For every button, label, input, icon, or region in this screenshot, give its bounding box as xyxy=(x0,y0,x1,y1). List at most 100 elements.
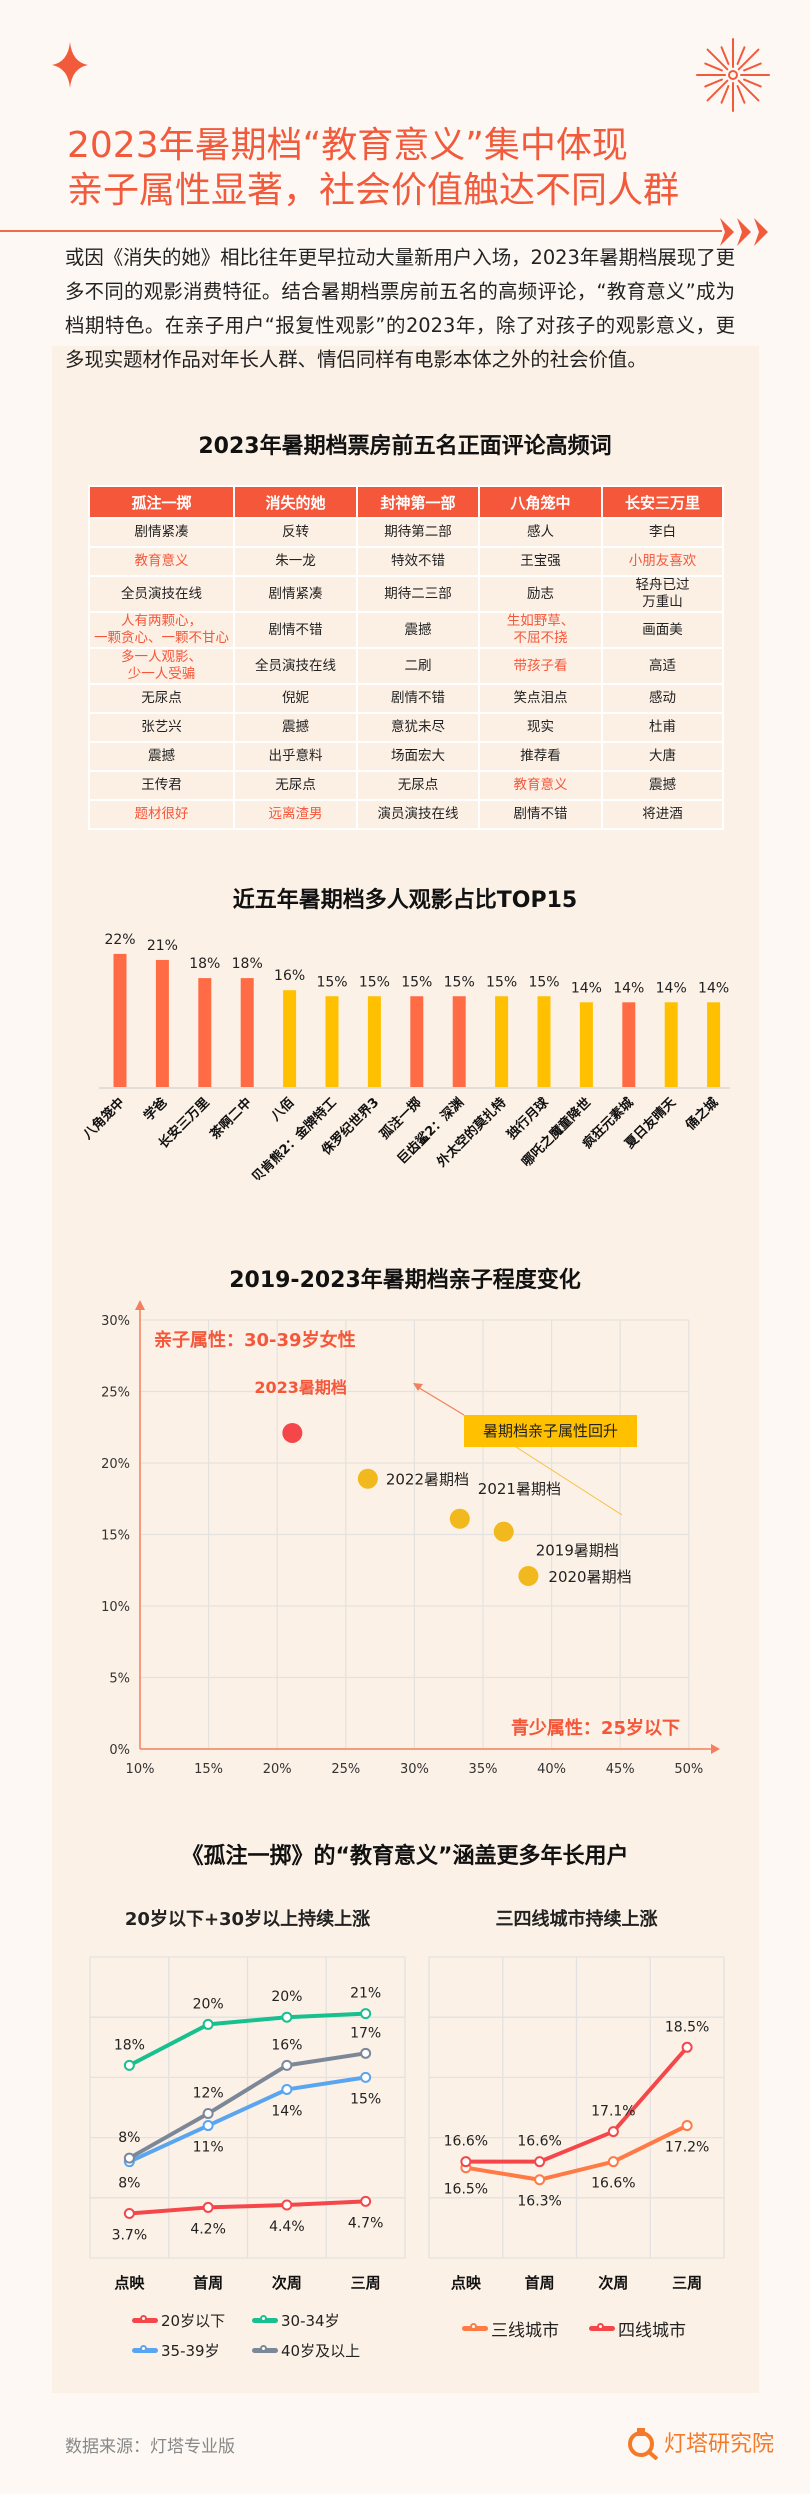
bar xyxy=(325,996,339,1087)
callout-arrowhead-icon xyxy=(413,1383,423,1391)
data-label: 4.2% xyxy=(190,2221,226,2237)
data-point xyxy=(281,2011,293,2023)
table-cell: 意犹未尽 xyxy=(356,712,480,743)
callout-leader-line xyxy=(515,1446,623,1516)
legend-item-30-34: 30-34岁 xyxy=(252,2310,340,2331)
table-cell: 剧情不错 xyxy=(356,683,480,714)
table-cell: 带孩子看 xyxy=(478,647,603,685)
bar-value-label: 22% xyxy=(104,932,135,948)
data-point xyxy=(681,2120,693,2132)
triple-arrow-icon xyxy=(720,218,768,246)
legend-label: 30-34岁 xyxy=(281,2312,340,2330)
bar-value-label: 15% xyxy=(401,974,432,990)
x-tick-label: 30% xyxy=(400,1762,429,1777)
intro-line-3: 档期特色。在亲子用户“报复性观影”的2023年，除了对孩子的观影意义，更 xyxy=(65,314,735,337)
table-cell: 李白 xyxy=(601,517,724,548)
firework-icon xyxy=(696,38,770,112)
data-point xyxy=(360,2047,372,2059)
table-cell: 剧情不错 xyxy=(478,799,603,830)
scatter-point xyxy=(357,1468,378,1489)
table-cell: 剧情不错 xyxy=(233,611,358,649)
scatter-point xyxy=(518,1565,539,1586)
table-cell: 现实 xyxy=(478,712,603,743)
category-label: 俑之城 xyxy=(683,1095,722,1134)
table-header-cell: 封神第一部 xyxy=(356,485,480,519)
table-cell: 出乎意料 xyxy=(233,741,358,772)
bar xyxy=(367,996,381,1087)
table-cell: 无尿点 xyxy=(88,683,235,714)
data-point xyxy=(202,2201,214,2213)
data-point xyxy=(123,2207,135,2219)
scatter-chart: 10% 15% 20% 25% 30% 35% 40% 45% 50% 0% 5% 10% 15% 20%… xyxy=(101,1300,720,1777)
y-axis-arrow-icon xyxy=(135,1300,145,1310)
category-label: 八佰 xyxy=(267,1095,297,1125)
table-cell: 杜甫 xyxy=(601,712,724,743)
y-tick-label: 15% xyxy=(101,1529,130,1544)
bar xyxy=(579,1002,593,1087)
data-point xyxy=(123,2152,135,2164)
x-tick-label: 首周 xyxy=(525,2274,555,2292)
age-line-chart-title: 20岁以下+30岁以上持续上涨 xyxy=(124,1909,371,1930)
table-row: 王传君 无尿点 无尿点 教育意义 震撼 xyxy=(88,770,724,801)
legend-label: 三线城市 xyxy=(491,2321,559,2341)
data-point xyxy=(202,2018,214,2030)
x-tick-label: 次周 xyxy=(272,2274,302,2292)
bar xyxy=(410,996,424,1087)
data-label: 20% xyxy=(271,1989,302,2005)
data-source: 数据来源：灯塔专业版 xyxy=(65,2437,235,2457)
data-label: 16.6% xyxy=(517,2134,561,2150)
bar-value-label: 14% xyxy=(613,980,644,996)
bar-value-label: 15% xyxy=(316,974,347,990)
data-label: 18.5% xyxy=(665,2019,709,2035)
bar-value-label: 18% xyxy=(189,956,220,972)
x-tick-label: 三周 xyxy=(672,2274,702,2292)
point-label: 2021暑期档 xyxy=(478,1480,561,1498)
table-cell: 教育意义 xyxy=(88,546,235,577)
bar-value-label: 18% xyxy=(232,956,263,972)
table-cell: 题材很好 xyxy=(88,799,235,830)
data-label: 8% xyxy=(118,2176,140,2192)
x-axis-annotation: 青少属性：25岁以下 xyxy=(510,1718,680,1739)
data-label: 3.7% xyxy=(112,2227,148,2243)
table-cell: 励志 xyxy=(478,575,603,613)
data-point xyxy=(202,2108,214,2120)
bar xyxy=(240,978,254,1087)
table-cell: 轻舟已过 万重山 xyxy=(601,575,724,613)
data-label: 16.3% xyxy=(517,2194,561,2210)
data-label: 21% xyxy=(350,1986,381,2002)
category-label: 八角笼中 xyxy=(79,1095,128,1144)
firework-ray xyxy=(736,85,746,104)
category-label: 茶啊二中 xyxy=(207,1095,255,1143)
bar-value-label: 15% xyxy=(444,974,475,990)
x-tick-label: 25% xyxy=(331,1762,360,1777)
y-tick-label: 10% xyxy=(101,1600,130,1615)
data-label: 16% xyxy=(271,2037,302,2053)
table-cell: 二刷 xyxy=(356,647,480,685)
table-cell: 全员演技在线 xyxy=(233,647,358,685)
x-tick-label: 首周 xyxy=(193,2274,223,2292)
data-point xyxy=(281,2083,293,2095)
legend-label: 20岁以下 xyxy=(161,2312,226,2330)
data-point xyxy=(281,2199,293,2211)
table-cell: 朱一龙 xyxy=(233,546,358,577)
point-label: 2023暑期档 xyxy=(254,1378,347,1397)
table-cell: 大唐 xyxy=(601,741,724,772)
x-tick-label: 10% xyxy=(126,1762,155,1777)
bar xyxy=(283,990,297,1087)
legend-label: 四线城市 xyxy=(618,2321,686,2341)
sparkle-star-icon xyxy=(52,42,88,88)
city-line-chart-title: 三四线城市持续上涨 xyxy=(495,1909,658,1930)
firework-ray xyxy=(720,46,730,65)
intro-line-2: 多不同的观影消费特征。结合暑期档票房前五名的高频评论，“教育意义”成为 xyxy=(65,280,735,303)
bar xyxy=(707,1002,721,1087)
firework-ray xyxy=(706,48,729,71)
data-label: 17.2% xyxy=(665,2140,709,2156)
table-row: 剧情紧凑 反转 期待第二部 感人 李白 xyxy=(88,517,724,548)
firework-ray xyxy=(720,85,730,104)
bar-chart: 22%八角笼中21%学爸18%长安三万里18%茶啊二中16%八佰15%贝肯熊2：… xyxy=(79,932,730,1180)
y-tick-label: 25% xyxy=(101,1386,130,1401)
bar-value-label: 15% xyxy=(486,974,517,990)
data-point xyxy=(202,2120,214,2132)
table-cell: 高适 xyxy=(601,647,724,685)
table-row: 震撼 出乎意料 场面宏大 推荐看 大唐 xyxy=(88,741,724,772)
